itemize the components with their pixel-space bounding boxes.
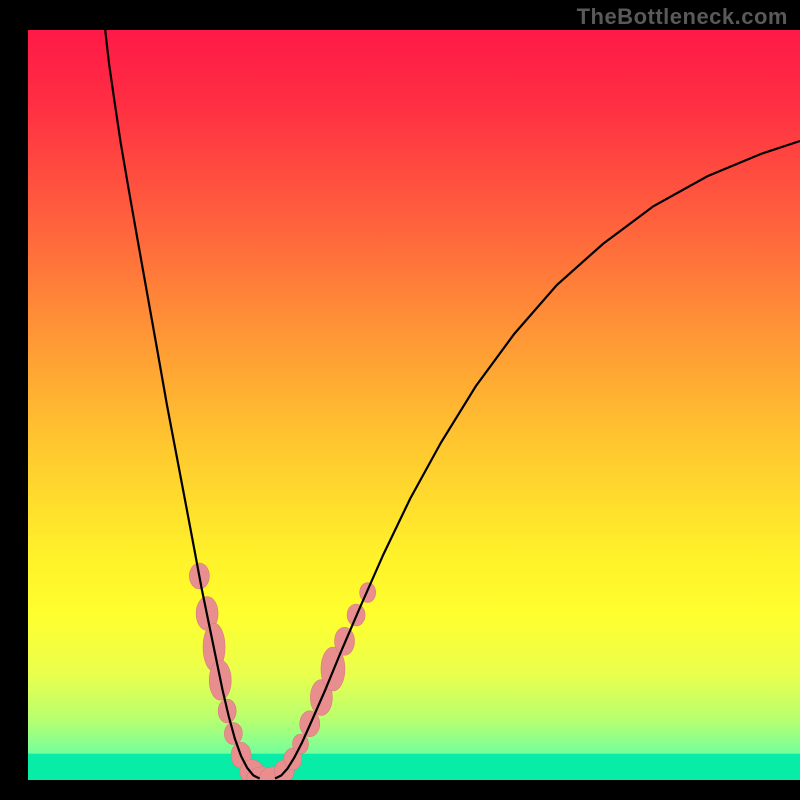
watermark-text: TheBottleneck.com [577,4,788,30]
chart-container: TheBottleneck.com [0,0,800,800]
black-frame-piece [0,780,800,800]
chart-svg [0,0,800,800]
gradient-background [28,30,800,780]
green-band [28,754,800,780]
black-frame-piece [0,0,28,800]
